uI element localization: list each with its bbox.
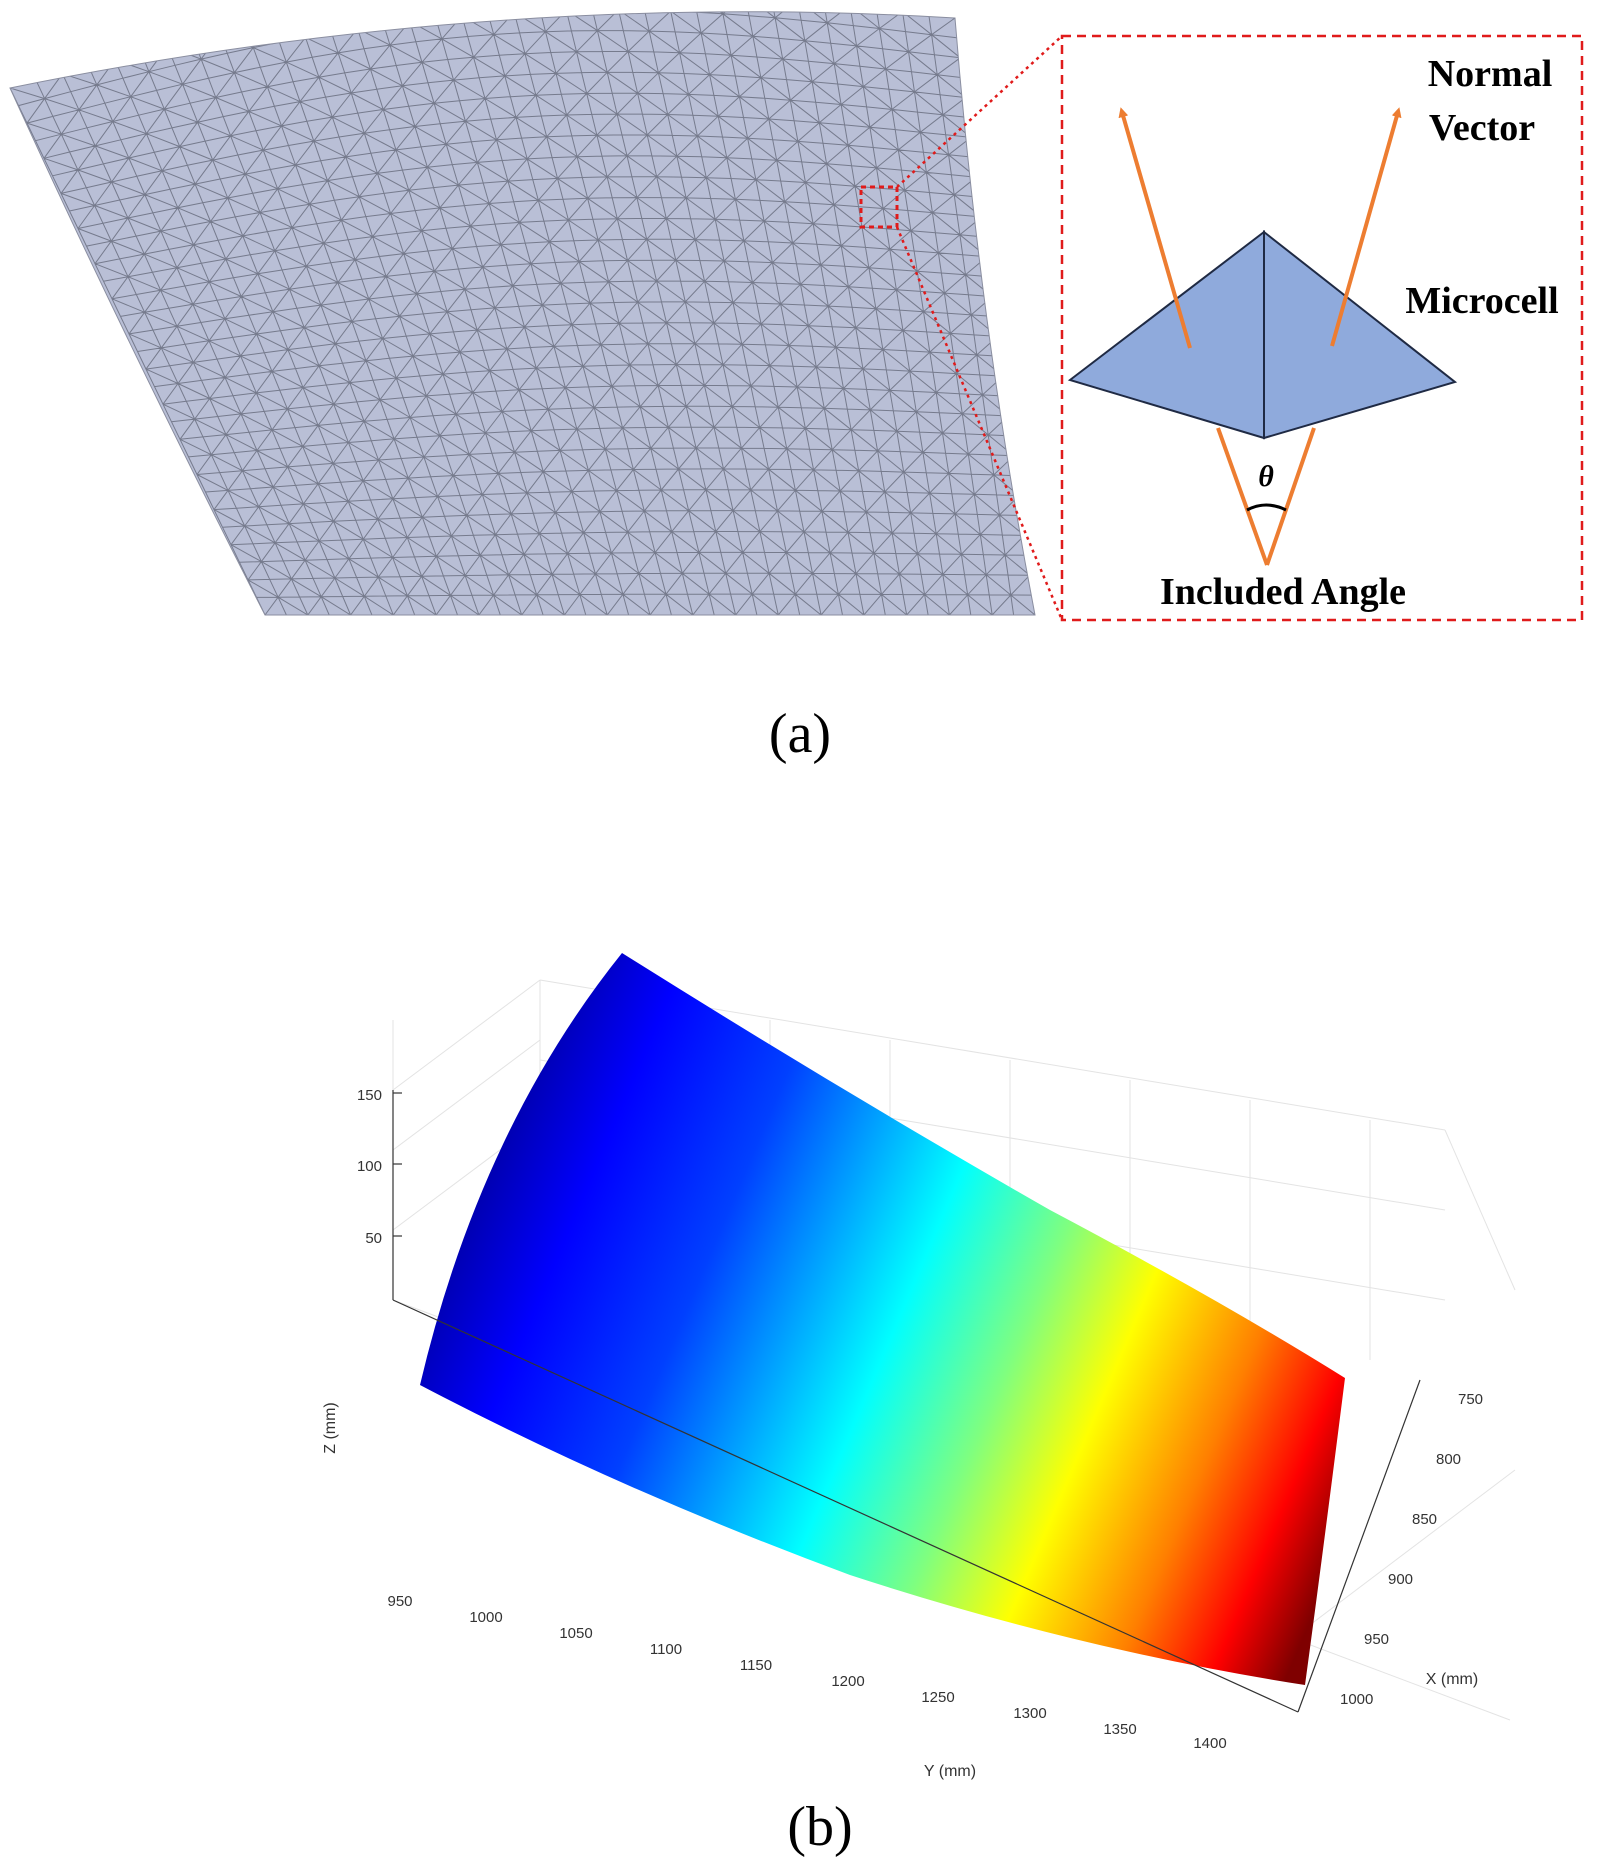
y-tick-1200: 1200 <box>831 1673 864 1690</box>
mesh-grid-lines <box>10 11 1035 616</box>
selected-microcell-box <box>859 185 899 229</box>
panel-a: θ Normal Vector Microcell Included Angle… <box>9 11 1584 765</box>
x-tick-1000: 1000 <box>1340 1691 1373 1708</box>
z-tick-marks <box>393 1092 402 1237</box>
y-tick-1050: 1050 <box>559 1625 592 1642</box>
angle-line-right <box>1265 427 1316 566</box>
z-axis-label: Z (mm) <box>322 1402 339 1454</box>
y-tick-1300: 1300 <box>1013 1705 1046 1722</box>
y-axis-label: Y (mm) <box>924 1763 976 1780</box>
normal-vector-left <box>1118 107 1192 349</box>
normal-vector-label-line1: Normal <box>1428 53 1553 95</box>
mesh-surface <box>10 11 1035 616</box>
z-tick-100: 100 <box>357 1158 382 1175</box>
z-tick-150: 150 <box>357 1087 382 1104</box>
y-tick-1400: 1400 <box>1193 1735 1226 1752</box>
y-tick-950: 950 <box>387 1593 412 1610</box>
leader-line-bottom <box>895 226 1064 621</box>
microcell-right-facet <box>1263 229 1458 440</box>
x-axis-label: X (mm) <box>1426 1671 1478 1688</box>
y-tick-1100: 1100 <box>650 1641 682 1658</box>
y-ticks: 950 1000 1050 1100 1150 1200 1250 1300 1… <box>387 1593 1226 1752</box>
y-tick-1150: 1150 <box>740 1657 772 1674</box>
axis-lines <box>392 1090 1421 1713</box>
z-tick-50: 50 <box>365 1230 382 1247</box>
x-tick-750: 750 <box>1458 1391 1483 1408</box>
y-tick-1350: 1350 <box>1103 1721 1136 1738</box>
caption-b: (b) <box>787 1796 852 1858</box>
y-tick-1000: 1000 <box>469 1609 502 1626</box>
mesh-outline <box>9 11 1036 616</box>
x-tick-950: 950 <box>1364 1631 1389 1648</box>
normal-vector-label-line2: Vector <box>1429 107 1535 149</box>
theta-label: θ <box>1258 460 1274 493</box>
angle-line-left <box>1216 427 1269 566</box>
x-tick-800: 800 <box>1436 1451 1461 1468</box>
surface-plot <box>420 953 1345 1685</box>
x-ticks: 750 800 850 900 950 1000 <box>1340 1391 1483 1708</box>
y-tick-1250: 1250 <box>921 1689 954 1706</box>
x-tick-900: 900 <box>1388 1571 1413 1588</box>
included-angle-label: Included Angle <box>1160 571 1406 613</box>
leader-line-top <box>896 35 1063 188</box>
caption-a: (a) <box>769 703 831 765</box>
x-tick-850: 850 <box>1412 1511 1437 1528</box>
panel-b: 50 100 150 Z (mm) 950 1000 1050 1100 115… <box>322 953 1516 1858</box>
angle-arc <box>1246 503 1287 512</box>
microcell-label: Microcell <box>1405 280 1558 322</box>
normal-vector-right <box>1330 107 1402 347</box>
